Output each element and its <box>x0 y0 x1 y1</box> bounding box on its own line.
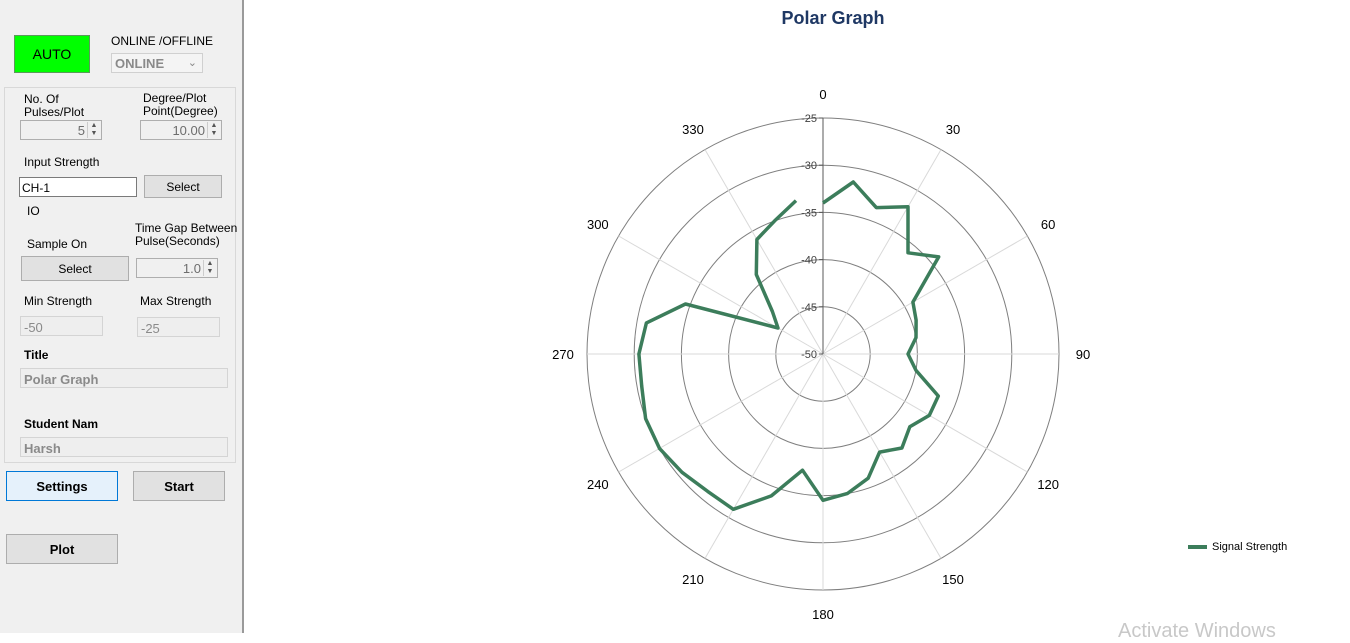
angle-label: 270 <box>552 347 574 362</box>
student-name-label: Student Nam <box>24 417 99 431</box>
radial-tick-label: -35 <box>801 207 817 219</box>
degree-label: Degree/Plot Point(Degree) <box>143 91 218 118</box>
radial-tick-label: -40 <box>801 255 817 267</box>
pulses-label: No. Of Pulses/Plot <box>24 92 85 119</box>
grid-spoke <box>618 353 824 473</box>
max-strength-label: Max Strength <box>140 294 212 308</box>
chart-title: Polar Graph <box>781 8 885 28</box>
title-field[interactable]: Polar Graph <box>20 368 228 388</box>
angle-label: 30 <box>946 122 960 137</box>
pulses-stepper[interactable]: 5 ▲ ▼ <box>20 120 102 140</box>
angle-label: 240 <box>587 477 609 492</box>
input-strength-field[interactable]: CH-1 <box>19 177 137 197</box>
min-strength-label: Min Strength <box>24 294 93 308</box>
online-offline-value: ONLINE <box>115 56 165 71</box>
max-strength-field[interactable]: -25 <box>137 317 220 337</box>
radial-tick-label: -45 <box>801 302 817 314</box>
series-line-signal-strength <box>637 180 941 512</box>
online-offline-select[interactable]: ONLINE ⌄ <box>111 53 203 73</box>
parameters-group <box>4 87 236 463</box>
input-strength-label: Input Strength <box>24 155 100 169</box>
radial-tick-label: -25 <box>801 113 817 125</box>
radial-tick-label: -30 <box>801 160 817 172</box>
angle-label: 90 <box>1076 347 1090 362</box>
degree-stepper[interactable]: 10.00 ▲ ▼ <box>140 120 222 140</box>
min-strength-field[interactable]: -50 <box>20 316 103 336</box>
settings-button[interactable]: Settings <box>6 471 118 501</box>
angle-label: 120 <box>1037 477 1059 492</box>
io-label: IO <box>27 204 40 218</box>
title-label: Title <box>24 348 49 362</box>
legend-swatch <box>1188 545 1207 549</box>
time-gap-stepper[interactable]: 1.0 ▲ ▼ <box>136 258 218 278</box>
time-gap-label: Time Gap Between Pulse(Seconds) <box>135 221 238 248</box>
input-strength-select-button[interactable]: Select <box>144 175 222 198</box>
polar-chart: -25 -30 -35 -40 -45 -50 0 30 60 90 120 150 180 210 240… <box>552 87 1090 622</box>
spin-arrows-icon[interactable]: ▲ ▼ <box>207 122 220 138</box>
plot-button[interactable]: Plot <box>6 534 118 564</box>
legend-label: Signal Strength <box>1212 541 1288 553</box>
grid-spoke <box>822 235 1028 355</box>
angle-label: 210 <box>682 572 704 587</box>
student-name-field[interactable]: Harsh <box>20 437 228 457</box>
chevron-down-icon: ⌄ <box>187 57 197 69</box>
chart-legend: Signal Strength <box>1188 541 1287 553</box>
angle-label: 60 <box>1041 217 1055 232</box>
angle-label: 180 <box>812 607 834 622</box>
angle-label: 150 <box>942 572 964 587</box>
sample-on-select-button[interactable]: Select <box>21 256 129 281</box>
activate-windows-watermark: Activate Windows <box>1118 620 1276 642</box>
grid-spoke <box>822 353 1028 473</box>
grid-spoke <box>704 353 824 559</box>
grid-spoke <box>704 149 824 355</box>
grid-spoke <box>822 149 942 355</box>
radial-tick-label: -50 <box>801 349 817 361</box>
settings-panel: AUTO ONLINE /OFFLINE ONLINE ⌄ No. Of Puls… <box>0 0 244 633</box>
spin-arrows-icon[interactable]: ▲ ▼ <box>87 122 100 138</box>
online-offline-label: ONLINE /OFFLINE <box>111 34 214 48</box>
grid-spoke <box>618 235 824 355</box>
start-button[interactable]: Start <box>133 471 225 501</box>
spin-arrows-icon[interactable]: ▲ ▼ <box>203 260 216 276</box>
angle-label: 300 <box>587 217 609 232</box>
angle-label: 330 <box>682 122 704 137</box>
grid-spoke <box>822 353 942 559</box>
auto-mode-button[interactable]: AUTO <box>14 35 90 73</box>
sample-on-label: Sample On <box>27 237 88 251</box>
angle-label: 0 <box>819 87 826 102</box>
